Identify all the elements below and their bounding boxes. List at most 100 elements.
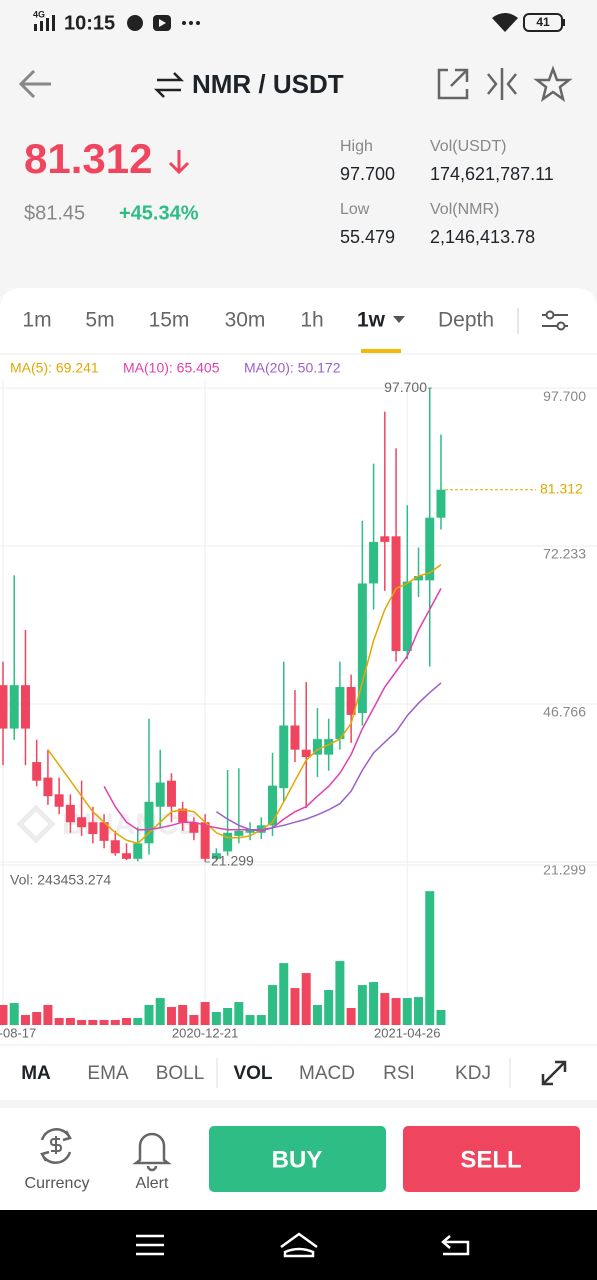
buy-label[interactable]: BUY: [272, 1146, 323, 1173]
down-arrow: [168, 150, 190, 175]
stat-label: Vol(NMR): [430, 201, 499, 218]
candle-body: [43, 777, 53, 797]
favorite-icon[interactable]: [533, 65, 573, 102]
interval-tab[interactable]: Depth: [438, 309, 494, 332]
candle-body: [268, 785, 278, 826]
buy-button[interactable]: [209, 1126, 386, 1192]
volume-bar: [335, 961, 345, 1025]
menu-button[interactable]: [136, 1234, 164, 1256]
share-icon[interactable]: [437, 68, 469, 100]
volume-bar: [312, 1005, 322, 1025]
indicator-tab[interactable]: EMA: [87, 1063, 129, 1084]
stat-value: 2,146,413.78: [430, 227, 535, 247]
y-tick-label: 46.766: [543, 704, 586, 720]
candle-body: [133, 843, 143, 859]
dropdown-caret[interactable]: [393, 316, 405, 323]
indicator-tab[interactable]: BOLL: [156, 1063, 205, 1084]
indicator-tab[interactable]: MACD: [299, 1063, 355, 1084]
interval-tab[interactable]: 1w: [357, 309, 386, 332]
candle-body: [0, 685, 8, 729]
ma-legend: MA(10): 65.405: [123, 360, 220, 376]
ma-line: [215, 682, 442, 831]
candle-body: [178, 808, 188, 823]
candle-body: [20, 685, 30, 729]
interval-tab[interactable]: 5m: [85, 309, 114, 332]
volume-bar: [189, 1015, 199, 1025]
x-tick-label: 2020-12-21: [172, 1025, 239, 1040]
price-line-label: 81.312: [540, 480, 583, 496]
interval-tab[interactable]: 15m: [149, 309, 190, 332]
candle-body: [88, 822, 98, 835]
alert-label[interactable]: Alert: [136, 1175, 169, 1192]
volume-bar: [402, 998, 412, 1025]
indicator-tab[interactable]: KDJ: [455, 1063, 491, 1084]
candle-body: [99, 822, 109, 841]
volume-bar: [20, 1015, 30, 1025]
candle-body: [402, 581, 412, 652]
candle-body: [54, 794, 64, 807]
candle-body: [122, 853, 132, 859]
candle-body: [357, 583, 367, 714]
candle-body: [144, 801, 154, 844]
fullscreen-icon[interactable]: [541, 1060, 567, 1086]
candle-body: [166, 780, 176, 807]
sell-label[interactable]: SELL: [460, 1146, 521, 1173]
candle-body: [9, 685, 19, 729]
interval-tab[interactable]: 30m: [225, 309, 266, 332]
sell-button[interactable]: [403, 1126, 580, 1192]
volume-bar: [32, 1012, 42, 1025]
volume-bar: [279, 963, 289, 1025]
indicator-tab[interactable]: MA: [21, 1063, 51, 1084]
currency-icon[interactable]: [40, 1128, 72, 1164]
currency-label[interactable]: Currency: [25, 1175, 90, 1192]
pair-title[interactable]: NMR / USDT: [192, 69, 344, 99]
volume-bar: [9, 1003, 19, 1025]
volume-bar: [88, 1020, 98, 1025]
back-nav-button[interactable]: [441, 1235, 470, 1256]
volume-bar: [346, 1008, 356, 1025]
volume-bar: [110, 1020, 120, 1025]
volume-bar: [245, 1015, 255, 1025]
indicator-tab[interactable]: VOL: [233, 1063, 272, 1084]
candle-body: [414, 576, 424, 581]
vol-label: Vol: 243453.274: [10, 872, 111, 888]
volume-bar: [144, 1005, 154, 1025]
candle-body: [369, 541, 379, 584]
volume-bar: [43, 1005, 53, 1025]
last-price: 81.312: [24, 135, 152, 182]
candle-body: [279, 725, 289, 789]
x-tick-label: 2020-08-17: [0, 1025, 36, 1040]
interval-tab[interactable]: 1m: [22, 309, 51, 332]
settings-icon[interactable]: [542, 310, 568, 331]
candle-body: [391, 536, 401, 652]
home-button[interactable]: [280, 1232, 318, 1258]
candle-body: [335, 687, 345, 740]
stat-label: Vol(USDT): [430, 138, 506, 155]
chart-plot: 97.700 72.233 46.766 21.299 2020-08-17 2020-1…: [0, 360, 597, 1040]
candle-body: [290, 725, 300, 750]
volume-bar: [290, 988, 300, 1025]
volume-bar: [77, 1020, 87, 1025]
volume-bar: [369, 982, 379, 1025]
indicator-tab[interactable]: RSI: [383, 1063, 415, 1084]
alert-icon[interactable]: [132, 1132, 172, 1172]
volume-bar: [166, 1007, 176, 1025]
watermark-logo: [16, 804, 56, 844]
stat-value: 97.700: [340, 164, 395, 184]
candle-body: [380, 536, 390, 542]
volume-bar: [122, 1017, 132, 1025]
interval-tab[interactable]: 1h: [300, 309, 323, 332]
candle-body: [436, 489, 446, 518]
candle-body: [425, 517, 435, 581]
volume-bar: [436, 1010, 446, 1025]
battery-level: 41: [536, 15, 550, 29]
back-button[interactable]: [18, 69, 51, 99]
candle-body: [32, 762, 42, 781]
y-tick-label: 97.700: [543, 388, 586, 404]
volume-bar: [256, 1015, 266, 1025]
volume-bar: [357, 985, 367, 1025]
swap-icon[interactable]: [153, 72, 185, 98]
chart-panel: [0, 288, 597, 1105]
compare-icon[interactable]: [487, 68, 517, 100]
